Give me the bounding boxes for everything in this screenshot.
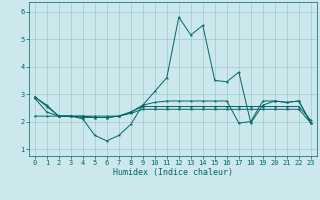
X-axis label: Humidex (Indice chaleur): Humidex (Indice chaleur) (113, 168, 233, 177)
